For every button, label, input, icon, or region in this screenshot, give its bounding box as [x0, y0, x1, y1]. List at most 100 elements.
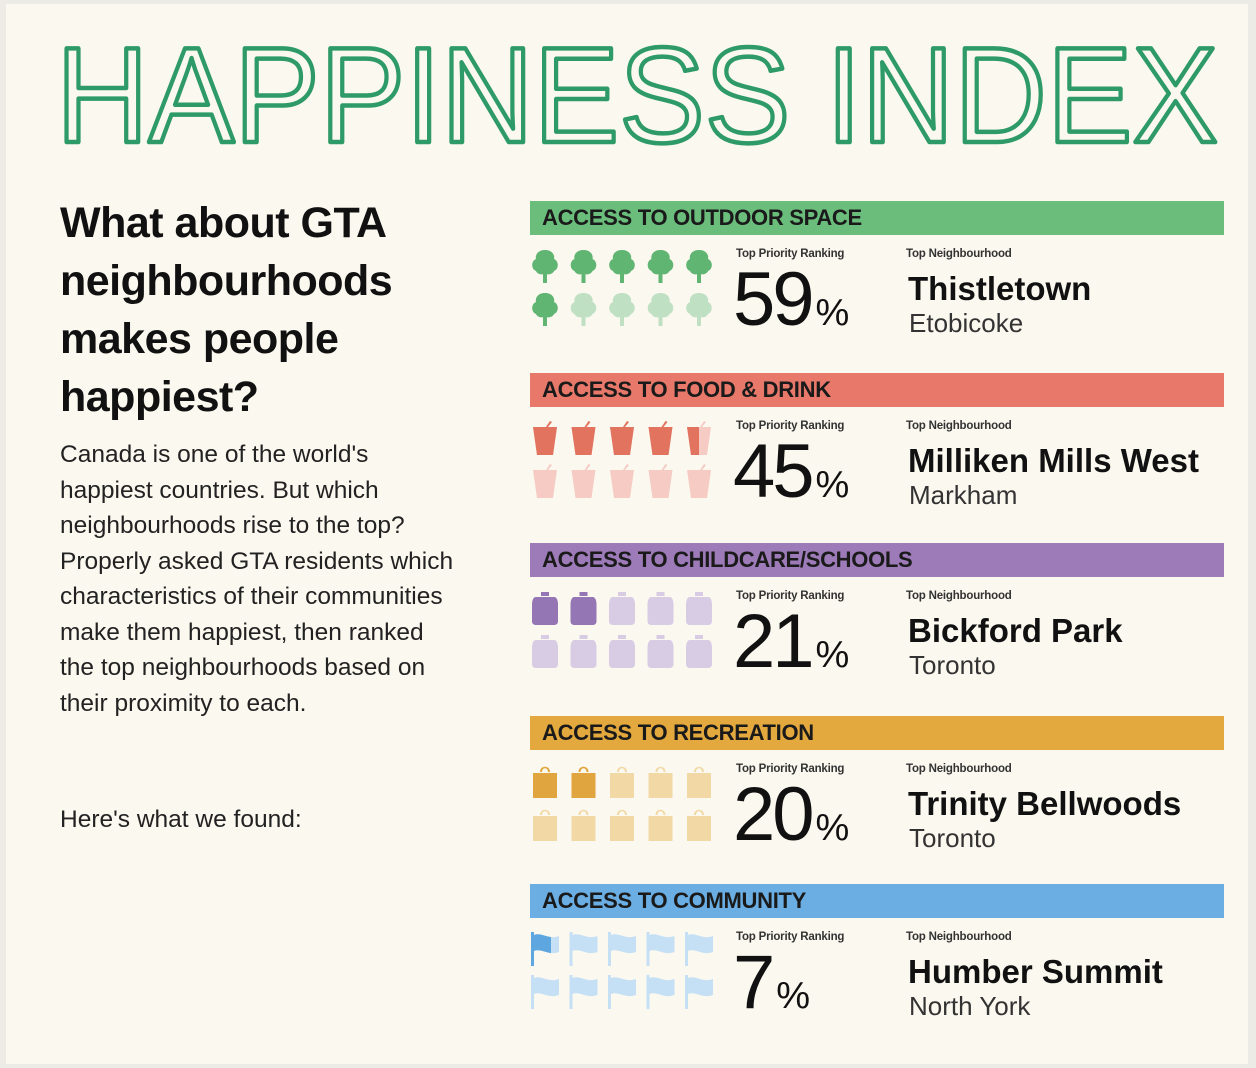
rank-label: Top Priority Ranking [736, 248, 845, 260]
rank-label: Top Priority Ranking [736, 763, 845, 775]
drink-cup-icon [648, 421, 673, 455]
percentage-value: 21 [733, 599, 815, 684]
pictograph-icons [532, 250, 712, 326]
percent-sign: % [815, 464, 850, 506]
drink-cup-icon [571, 421, 596, 455]
neighbourhood-city: Toronto [909, 823, 996, 853]
infographic-card: HAPPINESS INDEX What about GTA neighbour… [6, 4, 1248, 1064]
shopping-bag-icon [648, 809, 673, 841]
tree-icon [532, 293, 558, 326]
pictograph-icons [531, 932, 713, 1009]
drink-cup-icon [648, 464, 673, 498]
drink-cup-icon [610, 421, 634, 455]
rank-label: Top Priority Ranking [736, 590, 845, 602]
backpack-icon [570, 635, 597, 668]
backpack-icon [532, 592, 558, 625]
tree-icon [570, 293, 597, 326]
neighbourhood-label: Top Neighbourhood [906, 248, 1012, 260]
category-header-band: ACCESS TO FOOD & DRINK [530, 373, 1224, 407]
backpack-icon [570, 592, 597, 625]
tree-icon [647, 250, 674, 283]
drink-cup-icon [687, 421, 711, 455]
tree-icon [570, 250, 597, 283]
percentage-value: 7 [733, 940, 775, 1025]
category-row: ACCESS TO COMMUNITY Top Priority Ranking T… [530, 884, 1224, 1034]
rank-label: Top Priority Ranking [736, 420, 845, 432]
tree-icon [609, 250, 635, 283]
category-header-band: ACCESS TO CHILDCARE/SCHOOLS [530, 543, 1224, 577]
shopping-bag-icon [571, 766, 596, 798]
backpack-icon [686, 635, 712, 668]
priority-percentage: 21% [733, 600, 849, 684]
pictograph-icons [532, 592, 712, 668]
percent-sign: % [815, 807, 850, 849]
shopping-bag-icon [610, 809, 634, 841]
tree-icon [686, 293, 712, 326]
priority-percentage: 20% [733, 773, 849, 857]
title-text: HAPPINESS INDEX [56, 34, 1218, 154]
pictograph-icons [533, 421, 711, 498]
neighbourhood-name: Milliken Mills West [908, 442, 1199, 479]
backpack-icon [686, 592, 712, 625]
neighbourhood-name: Trinity Bellwoods [908, 785, 1182, 822]
found-text: Here's what we found: [60, 806, 302, 833]
tree-icon [647, 293, 674, 326]
percentage-value: 20 [733, 772, 815, 857]
percent-sign: % [815, 292, 850, 334]
neighbourhood-name: Bickford Park [908, 612, 1123, 649]
neighbourhood-name: Thistletown [908, 270, 1092, 307]
percent-sign: % [776, 975, 811, 1017]
neighbourhood-city: Toronto [909, 650, 996, 680]
shopping-bag-icon [533, 766, 557, 798]
neighbourhood-city: Etobicoke [909, 308, 1024, 338]
priority-percentage: 59% [733, 258, 849, 342]
backpack-icon [609, 592, 635, 625]
shopping-bag-icon [648, 766, 673, 798]
percent-sign: % [815, 634, 850, 676]
percentage-value: 45 [733, 429, 815, 514]
rank-label: Top Priority Ranking [736, 931, 845, 943]
shopping-bag-icon [533, 809, 557, 841]
headline-question: What about GTA neighbourhoods makes peop… [60, 199, 393, 421]
backpack-icon [532, 635, 558, 668]
priority-percentage: 7% [733, 941, 810, 1025]
drink-cup-icon [687, 464, 711, 498]
neighbourhood-label: Top Neighbourhood [906, 590, 1012, 602]
flag-icon [569, 975, 598, 1009]
page-title: HAPPINESS INDEX [56, 34, 1220, 154]
drink-cup-icon [533, 421, 557, 455]
category-row: ACCESS TO FOOD & DRINK Top Priority Ranki… [530, 373, 1224, 523]
pictograph-icons [533, 766, 711, 841]
tree-icon [609, 293, 635, 326]
category-header-band: ACCESS TO OUTDOOR SPACE [530, 201, 1224, 235]
flag-icon [646, 975, 675, 1009]
neighbourhood-city: North York [909, 991, 1031, 1021]
flag-icon [685, 975, 713, 1009]
flag-icon [608, 975, 636, 1009]
category-header-band: ACCESS TO COMMUNITY [530, 884, 1224, 918]
category-row: ACCESS TO RECREATION Top Priority Ranking… [530, 716, 1224, 866]
drink-cup-icon [571, 464, 596, 498]
percentage-value: 59 [733, 257, 815, 342]
neighbourhood-city: Markham [909, 480, 1018, 510]
shopping-bag-icon [610, 766, 634, 798]
neighbourhood-name: Humber Summit [908, 953, 1163, 990]
shopping-bag-icon [687, 809, 711, 841]
shopping-bag-icon [687, 766, 711, 798]
category-row: ACCESS TO CHILDCARE/SCHOOLS Top Priority … [530, 543, 1224, 693]
flag-icon [531, 932, 559, 966]
drink-cup-icon [533, 464, 557, 498]
intro-paragraph: Canada is one of the world's happiest co… [60, 441, 454, 717]
tree-icon [686, 250, 712, 283]
flag-icon [608, 932, 636, 966]
category-row: ACCESS TO OUTDOOR SPACE Top Priority Rank… [530, 201, 1224, 351]
backpack-icon [647, 635, 674, 668]
category-header-band: ACCESS TO RECREATION [530, 716, 1224, 750]
neighbourhood-label: Top Neighbourhood [906, 420, 1012, 432]
flag-icon [685, 932, 713, 966]
priority-percentage: 45% [733, 430, 849, 514]
tree-icon [532, 250, 558, 283]
neighbourhood-label: Top Neighbourhood [906, 763, 1012, 775]
backpack-icon [609, 635, 635, 668]
neighbourhood-label: Top Neighbourhood [906, 931, 1012, 943]
